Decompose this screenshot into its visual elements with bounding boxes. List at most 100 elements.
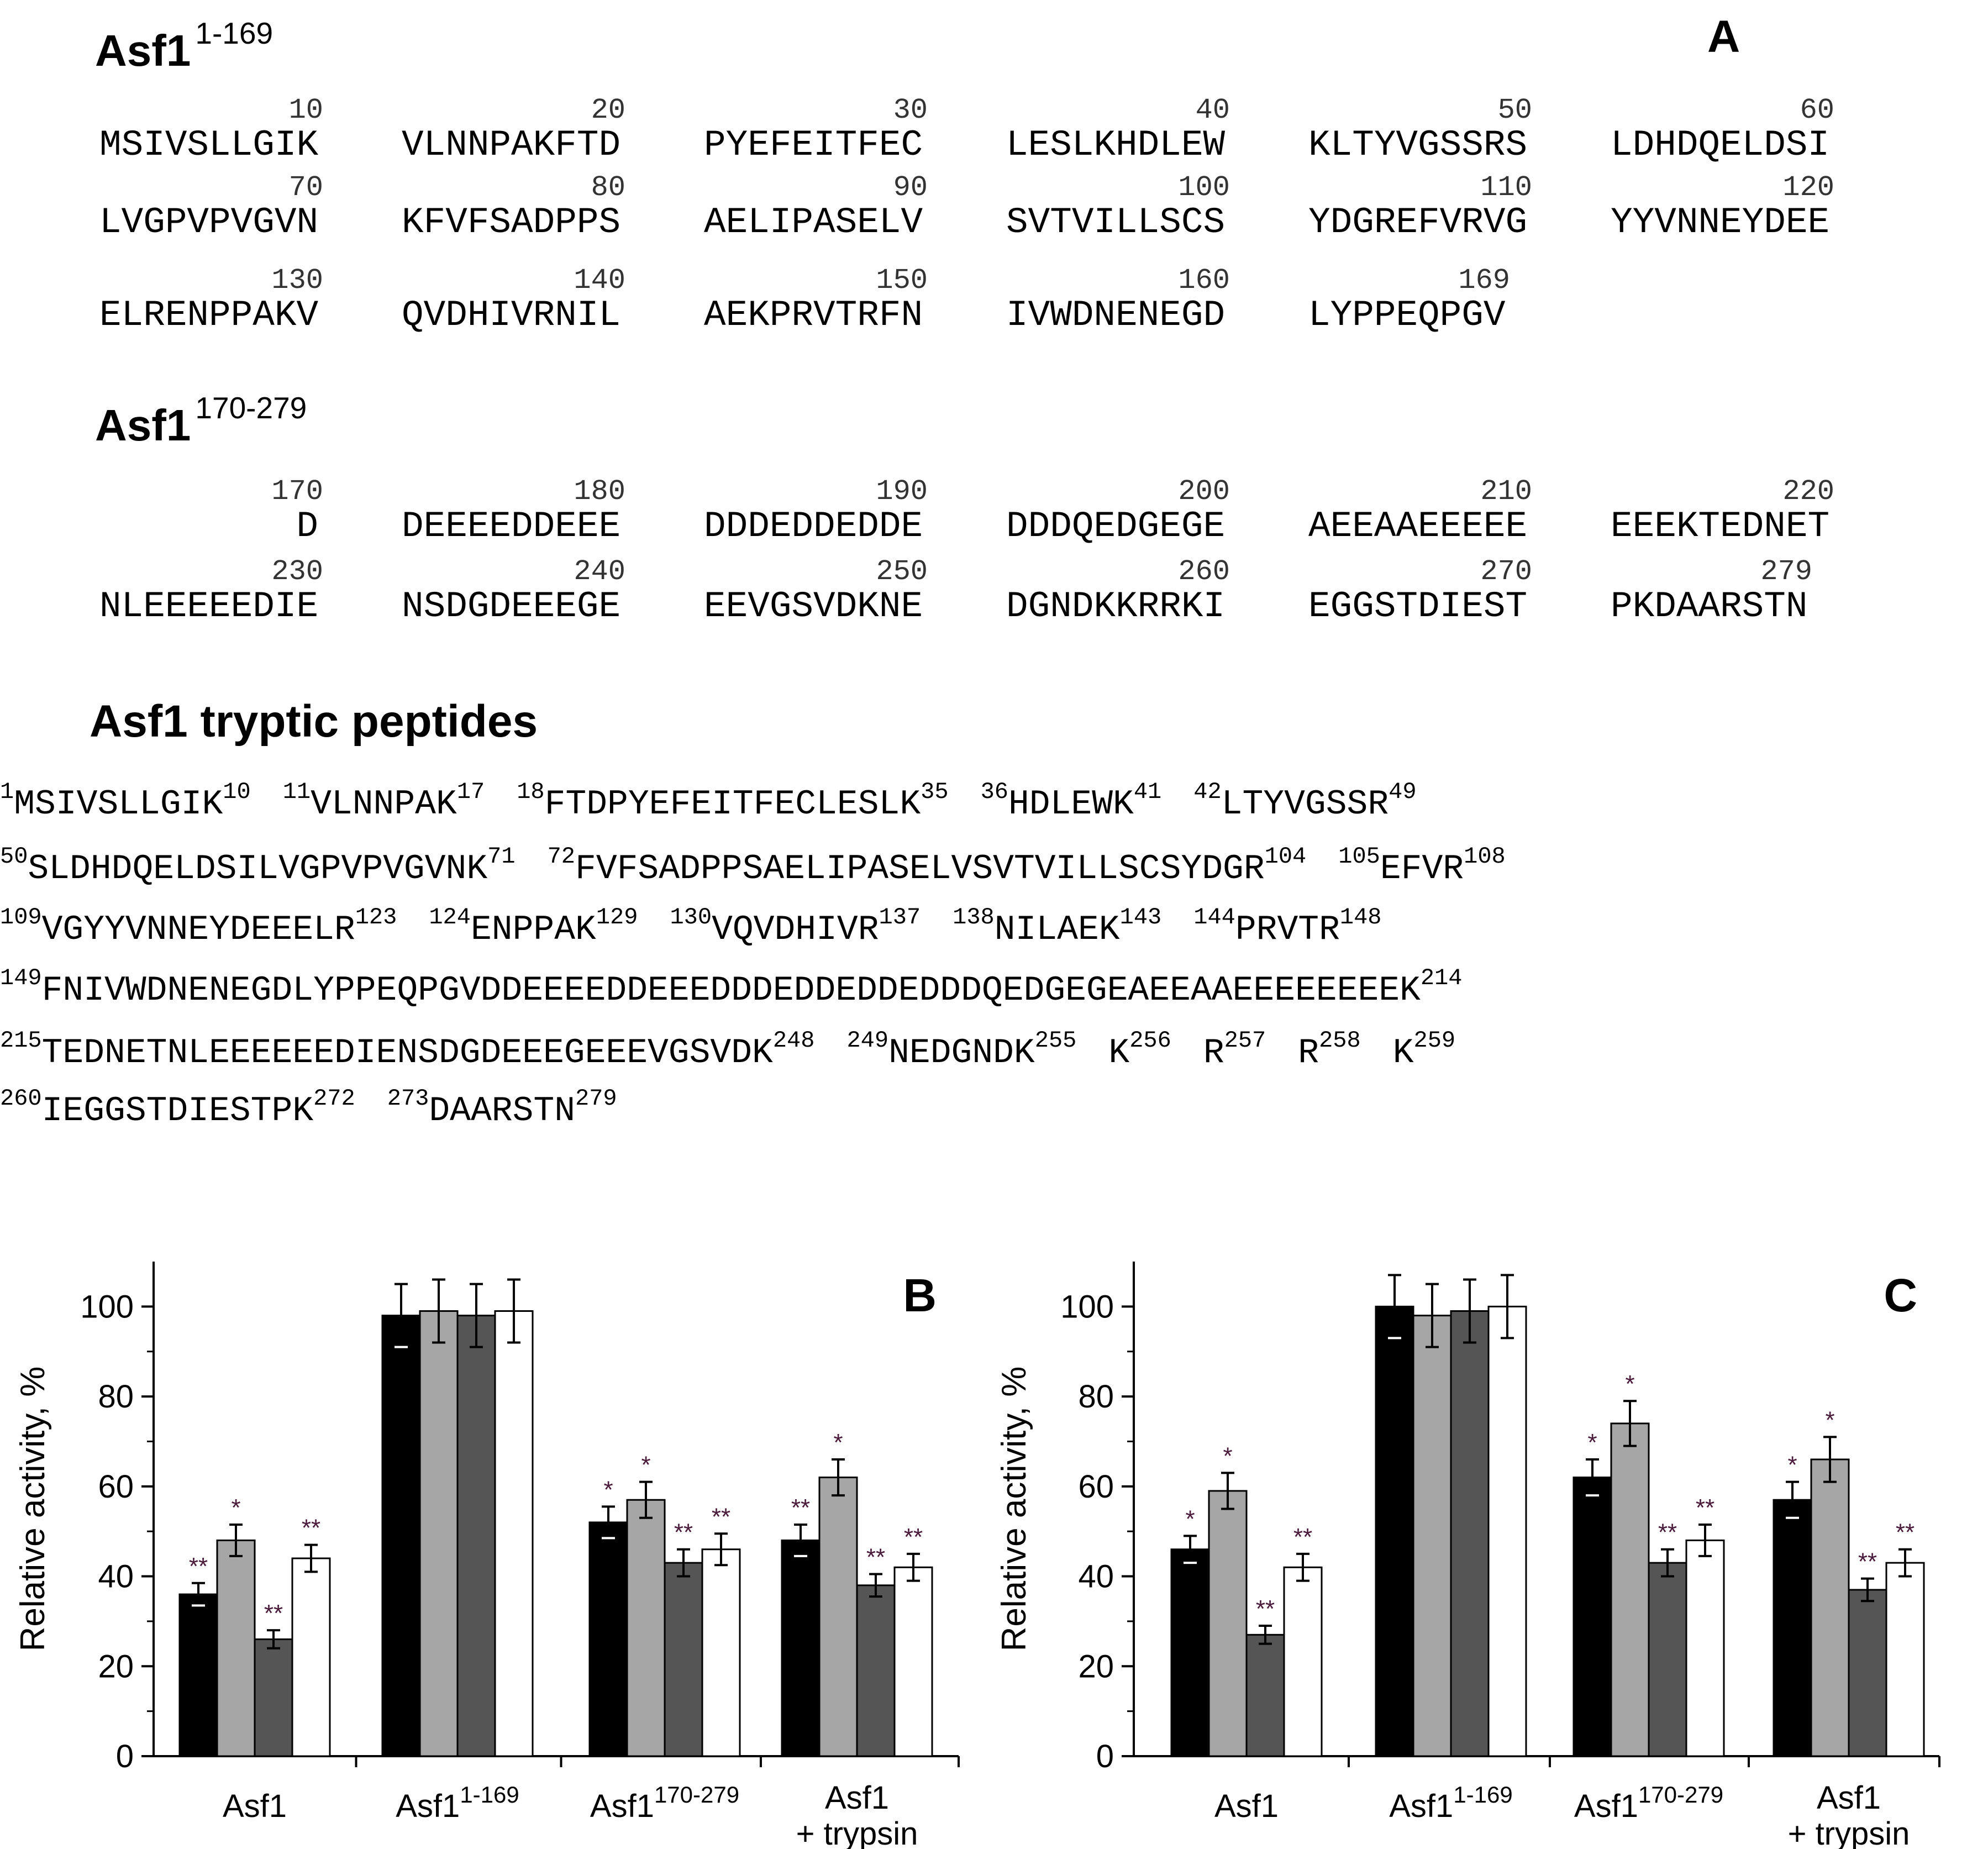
peptide-sequence: PRVTR [1235, 910, 1340, 949]
bar [1450, 1310, 1490, 1757]
bar [1375, 1305, 1414, 1757]
peptide: 124ENPPAK129 [429, 904, 638, 949]
panel-letter: C [1884, 1269, 1917, 1321]
significance-mark: * [231, 1494, 240, 1521]
peptide-sequence: FTDPYEFEITFECLESLK [544, 785, 921, 824]
sequence-block: D [296, 506, 318, 547]
peptide-start: 124 [429, 904, 471, 931]
sequence-block: LDHDQELDSI [1611, 124, 1830, 166]
category-label: Asf1 [223, 1788, 287, 1824]
residue-number: 190 [876, 475, 928, 508]
significance-mark: ** [1858, 1548, 1877, 1575]
peptide-start: 260 [0, 1085, 42, 1112]
peptide-sequence: ENPPAK [470, 910, 596, 949]
peptide: 273DAARSTN279 [387, 1085, 617, 1131]
bar [818, 1477, 858, 1757]
peptide-start: 11 [282, 779, 311, 805]
significance-mark: ** [1256, 1595, 1275, 1622]
residue-number: 90 [893, 171, 928, 204]
significance-mark: ** [1293, 1524, 1312, 1551]
category-label-main: Asf1 [1214, 1788, 1279, 1824]
bar [664, 1562, 703, 1757]
category-label-range: 1-169 [1453, 1782, 1512, 1808]
residue-number: 240 [574, 555, 625, 588]
peptide-sequence: TEDNETNLEEEEEEDIENSDGDEEEGEEEVGSVDK [41, 1033, 773, 1073]
peptide-end: 17 [456, 779, 485, 805]
bar [1685, 1539, 1725, 1757]
peptide-end: 143 [1119, 904, 1162, 931]
y-tick-label: 0 [1096, 1738, 1114, 1774]
panel-letter: B [903, 1269, 937, 1321]
significance-mark: ** [712, 1503, 730, 1530]
y-tick-label: 40 [98, 1559, 134, 1595]
peptide: 72FVFSADPPSAELIPASELVSVTVILLSCSYDGR104 [548, 843, 1307, 889]
sequence-block: AELIPASELV [704, 202, 923, 243]
bar [1773, 1499, 1812, 1757]
peptide-start: 138 [953, 904, 995, 931]
peptide-start: 144 [1193, 904, 1235, 931]
peptide: 215TEDNETNLEEEEEEDIENSDGDEEEGEEEVGSVDK24… [0, 1027, 814, 1073]
peptide-sequence: NEDGNDK [888, 1033, 1035, 1073]
peptide-end: 279 [575, 1085, 617, 1112]
significance-mark: ** [1896, 1519, 1915, 1546]
bar [1170, 1548, 1210, 1757]
peptide-end: 129 [596, 904, 638, 931]
residue-number: 140 [574, 264, 625, 297]
significance-mark: ** [674, 1519, 693, 1546]
significance-mark: * [1625, 1370, 1634, 1398]
peptide-end: 257 [1224, 1027, 1266, 1054]
category-label: Asf1170-279 [1574, 1782, 1723, 1824]
significance-mark: ** [264, 1600, 283, 1627]
peptide-end: 256 [1129, 1027, 1171, 1054]
sequence-block: EGGSTDIEST [1308, 586, 1528, 627]
peptide-line: 50SLDHDQELDSILVGPVPVGVNK71 72FVFSADPPSAEL… [0, 843, 1538, 889]
peptide-start: 18 [517, 779, 545, 805]
panel-a-letter: A [1707, 12, 1740, 62]
peptide-sequence: EFVR [1380, 849, 1464, 889]
y-tick-label: 20 [98, 1648, 134, 1684]
category-label: Asf11-169 [1389, 1782, 1512, 1824]
residue-number: 120 [1782, 171, 1834, 204]
residue-number: 150 [876, 264, 928, 297]
peptide: K256 [1108, 1027, 1171, 1073]
sequence-block: LESLKHDLEW [1006, 124, 1226, 166]
residue-number: 130 [271, 264, 323, 297]
peptide-start: 50 [0, 843, 28, 870]
residue-number: 210 [1480, 475, 1532, 508]
peptide-start: 273 [387, 1085, 429, 1112]
peptide: 144PRVTR148 [1193, 904, 1381, 949]
peptide-start: 36 [980, 779, 1008, 805]
peptide: 249NEDGNDK255 [846, 1027, 1076, 1073]
peptide: 11VLNNPAK17 [283, 779, 485, 824]
sequence-block: PKDAARSTN [1611, 586, 1808, 627]
sequence-block: SVTVILLSCS [1006, 202, 1226, 243]
peptide-start: 109 [0, 904, 42, 931]
category-label-range: 170-279 [1638, 1782, 1723, 1808]
residue-number: 170 [271, 475, 323, 508]
peptide-start: 42 [1193, 779, 1222, 805]
sequence-block: EEEKTEDNET [1611, 506, 1830, 547]
category-label-main: Asf1 [1817, 1780, 1881, 1816]
sequence-block: PYEFEITFEC [704, 124, 923, 166]
significance-mark: * [833, 1429, 843, 1456]
significance-mark: * [1825, 1406, 1834, 1433]
peptide-sequence: HDLEWK [1008, 785, 1134, 824]
sequence-block: KFVFSADPPS [402, 202, 621, 243]
significance-mark: ** [866, 1543, 885, 1570]
residue-number: 230 [271, 555, 323, 588]
bar [893, 1566, 933, 1757]
y-tick-label: 100 [80, 1289, 134, 1325]
peptide-end: 258 [1319, 1027, 1361, 1054]
peptide-start: 72 [547, 843, 576, 870]
y-tick-label: 100 [1060, 1289, 1114, 1325]
sequence-block: QVDHIVRNIL [402, 295, 621, 336]
significance-mark: * [1587, 1429, 1597, 1456]
peptide: 1MSIVSLLGIK10 [0, 779, 251, 824]
sequence-block: DEEEEDDEEE [402, 506, 621, 547]
peptide: 109VGYYVNNEYDEEELR123 [0, 904, 397, 949]
bar [419, 1310, 459, 1757]
peptide-sequence: R [1298, 1033, 1319, 1073]
peptide-start: 149 [0, 965, 42, 991]
peptide-sequence: VGYYVNNEYDEEELR [41, 910, 355, 949]
y-axis-label: Relative activity, % [14, 1367, 52, 1652]
